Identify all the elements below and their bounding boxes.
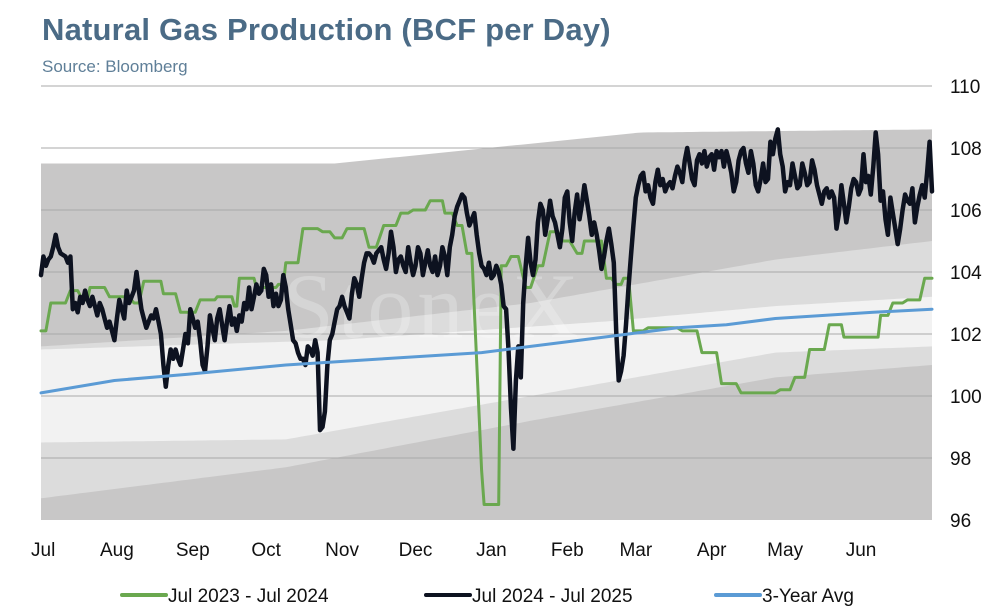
x-axis: Jul Aug Sep Oct Nov Dec Jan Feb Mar Apr May Jun: [31, 540, 876, 561]
legend-label: 3-Year Avg: [762, 586, 854, 607]
y-tick-label: 106: [950, 201, 982, 222]
y-tick-label: 110: [950, 77, 980, 98]
x-tick-label: Dec: [399, 540, 433, 561]
chart-source: Source: Bloomberg: [42, 57, 188, 76]
y-tick-label: 100: [950, 387, 982, 408]
y-tick-label: 108: [950, 139, 982, 160]
grid-lines: [41, 85, 932, 459]
series-lines: [38, 127, 935, 506]
series-line-3: [39, 307, 934, 395]
y-tick-label: 104: [950, 263, 982, 284]
series-line-2: [38, 127, 935, 451]
legend: Jul 2023 - Jul 2024 Jul 2024 - Jul 2025 3-…: [120, 586, 854, 607]
x-tick-label: Jul: [31, 540, 55, 561]
range-bands: [41, 129, 932, 520]
x-tick-label: May: [767, 540, 803, 561]
y-axis: 96 98 100 102 104 106 108 110: [950, 77, 982, 532]
series-line-1: [39, 199, 934, 506]
x-tick-label: Aug: [100, 540, 134, 561]
x-tick-label: Oct: [251, 540, 281, 561]
x-tick-label: Nov: [325, 540, 359, 561]
y-tick-label: 102: [950, 325, 982, 346]
legend-label: Jul 2023 - Jul 2024: [168, 586, 329, 607]
y-tick-label: 96: [950, 511, 971, 532]
chart-title: Natural Gas Production (BCF per Day): [42, 12, 611, 47]
x-tick-label: Feb: [551, 540, 584, 561]
x-tick-label: Jun: [846, 540, 877, 561]
x-tick-label: Jan: [476, 540, 507, 561]
x-tick-label: Mar: [619, 540, 652, 561]
x-tick-label: Apr: [697, 540, 727, 561]
x-tick-label: Sep: [176, 540, 210, 561]
legend-label: Jul 2024 - Jul 2025: [472, 586, 633, 607]
y-tick-label: 98: [950, 449, 971, 470]
band-core: [41, 296, 932, 443]
